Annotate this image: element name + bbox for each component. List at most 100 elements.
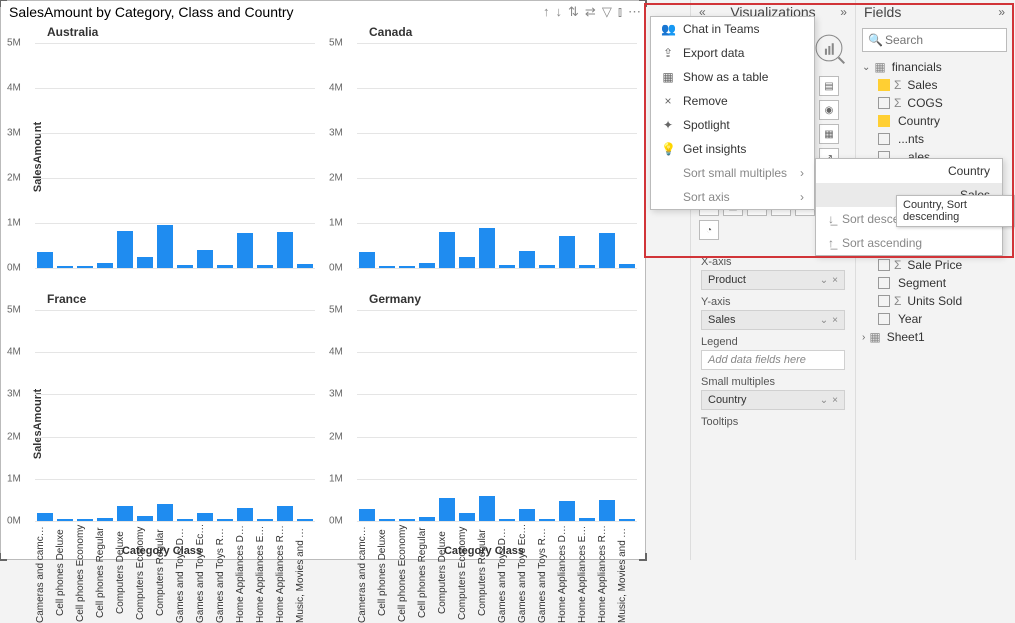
bar[interactable]: [559, 236, 575, 268]
viz-type-icon-5[interactable]: ▤: [819, 76, 839, 96]
field-checkbox[interactable]: [878, 115, 890, 127]
field-node[interactable]: Sale Price: [862, 256, 1007, 274]
bar[interactable]: [277, 232, 293, 268]
bar[interactable]: [97, 263, 113, 268]
field-well-legend[interactable]: Add data fields here: [701, 350, 845, 370]
field-checkbox[interactable]: [878, 133, 890, 145]
bar[interactable]: [579, 518, 595, 521]
bar[interactable]: [117, 231, 133, 268]
ctx-item-sort-axis[interactable]: Sort axis›: [651, 185, 814, 209]
ctx-item-sort-small-multiples[interactable]: Sort small multiples›: [651, 161, 814, 185]
field-node[interactable]: Country: [862, 112, 1007, 130]
bar[interactable]: [579, 265, 595, 268]
ctx-item-spotlight[interactable]: ✦Spotlight: [651, 113, 814, 137]
bar[interactable]: [539, 265, 555, 268]
field-well-x-axis[interactable]: Product⌄×: [701, 270, 845, 290]
bar[interactable]: [439, 232, 455, 268]
bar[interactable]: [479, 496, 495, 521]
bar[interactable]: [459, 513, 475, 521]
well-dropdown-icon[interactable]: ⌄: [820, 315, 828, 326]
bar[interactable]: [359, 252, 375, 268]
ctx-item-show-as-a-table[interactable]: ▦Show as a table: [651, 65, 814, 89]
field-checkbox[interactable]: [878, 295, 890, 307]
bar[interactable]: [37, 252, 53, 268]
bar[interactable]: [257, 265, 273, 268]
bar[interactable]: [97, 518, 113, 521]
bar[interactable]: [277, 506, 293, 521]
field-checkbox[interactable]: [878, 79, 890, 91]
field-checkbox[interactable]: [878, 97, 890, 109]
well-dropdown-icon[interactable]: ⌄: [820, 395, 828, 406]
chart-header-icon-5[interactable]: ⫾: [618, 4, 622, 20]
viz-type-icon-11[interactable]: ◉: [819, 100, 839, 120]
ctx-item-remove[interactable]: ×Remove: [651, 89, 814, 113]
field-checkbox[interactable]: [878, 313, 890, 325]
chart-header-icon-4[interactable]: ▽: [602, 4, 612, 20]
chart-header-icon-1[interactable]: ↓: [556, 4, 563, 20]
bar[interactable]: [57, 519, 73, 521]
bar[interactable]: [137, 516, 153, 521]
field-checkbox[interactable]: [878, 259, 890, 271]
bar[interactable]: [237, 508, 253, 522]
bar[interactable]: [599, 500, 615, 521]
bar[interactable]: [619, 519, 635, 521]
bar[interactable]: [519, 251, 535, 268]
bar[interactable]: [177, 265, 193, 268]
field-node[interactable]: Segment: [862, 274, 1007, 292]
bar[interactable]: [157, 225, 173, 268]
bar[interactable]: [157, 504, 173, 521]
viz-type-icon-36[interactable]: ◔: [699, 220, 719, 240]
bar[interactable]: [419, 517, 435, 521]
bar[interactable]: [419, 263, 435, 268]
field-well-y-axis[interactable]: Sales⌄×: [701, 310, 845, 330]
bar[interactable]: [197, 513, 213, 521]
bar[interactable]: [599, 233, 615, 268]
bar[interactable]: [77, 519, 93, 521]
chart-visual[interactable]: SalesAmount by Category, Class and Count…: [0, 0, 646, 560]
chart-header-icon-3[interactable]: ⇄: [585, 4, 596, 20]
fields-expand-icon[interactable]: »: [998, 5, 1005, 19]
bar[interactable]: [459, 257, 475, 268]
table-node-sheet1[interactable]: ›Sheet1: [862, 328, 1007, 346]
bar[interactable]: [499, 519, 515, 521]
bar[interactable]: [297, 519, 313, 521]
chart-header-icon-0[interactable]: ↑: [543, 4, 550, 20]
field-node[interactable]: ...nts: [862, 130, 1007, 148]
bar[interactable]: [117, 506, 133, 521]
bar[interactable]: [439, 498, 455, 521]
bar[interactable]: [619, 264, 635, 268]
bar[interactable]: [177, 519, 193, 521]
bar[interactable]: [257, 519, 273, 521]
field-well-small-multiples[interactable]: Country⌄×: [701, 390, 845, 410]
field-node[interactable]: Units Sold: [862, 292, 1007, 310]
field-node[interactable]: COGS: [862, 94, 1007, 112]
bar[interactable]: [297, 264, 313, 268]
bar[interactable]: [77, 266, 93, 268]
field-node[interactable]: Sales: [862, 76, 1007, 94]
submenu-item-sort-ascending[interactable]: ↑̲Sort ascending: [816, 231, 1002, 255]
bar[interactable]: [559, 501, 575, 521]
bar[interactable]: [197, 250, 213, 268]
bar[interactable]: [379, 266, 395, 268]
bar[interactable]: [57, 266, 73, 268]
bar[interactable]: [37, 513, 53, 521]
well-remove-icon[interactable]: ×: [832, 275, 838, 286]
field-checkbox[interactable]: [878, 277, 890, 289]
submenu-item-country[interactable]: Country: [816, 159, 1002, 183]
bar[interactable]: [217, 519, 233, 521]
search-input[interactable]: [862, 28, 1007, 52]
field-node[interactable]: Year: [862, 310, 1007, 328]
bar[interactable]: [399, 266, 415, 268]
bar[interactable]: [399, 519, 415, 521]
bar[interactable]: [539, 519, 555, 521]
ctx-item-chat-in-teams[interactable]: 👥Chat in Teams: [651, 17, 814, 41]
well-remove-icon[interactable]: ×: [832, 315, 838, 326]
build-visual-icon[interactable]: [811, 30, 847, 66]
bar[interactable]: [479, 228, 495, 268]
bar[interactable]: [519, 509, 535, 521]
ctx-item-get-insights[interactable]: 💡Get insights: [651, 137, 814, 161]
table-node-financials[interactable]: ⌄financials: [862, 58, 1007, 76]
bar[interactable]: [379, 519, 395, 521]
bar[interactable]: [499, 265, 515, 268]
well-dropdown-icon[interactable]: ⌄: [820, 275, 828, 286]
